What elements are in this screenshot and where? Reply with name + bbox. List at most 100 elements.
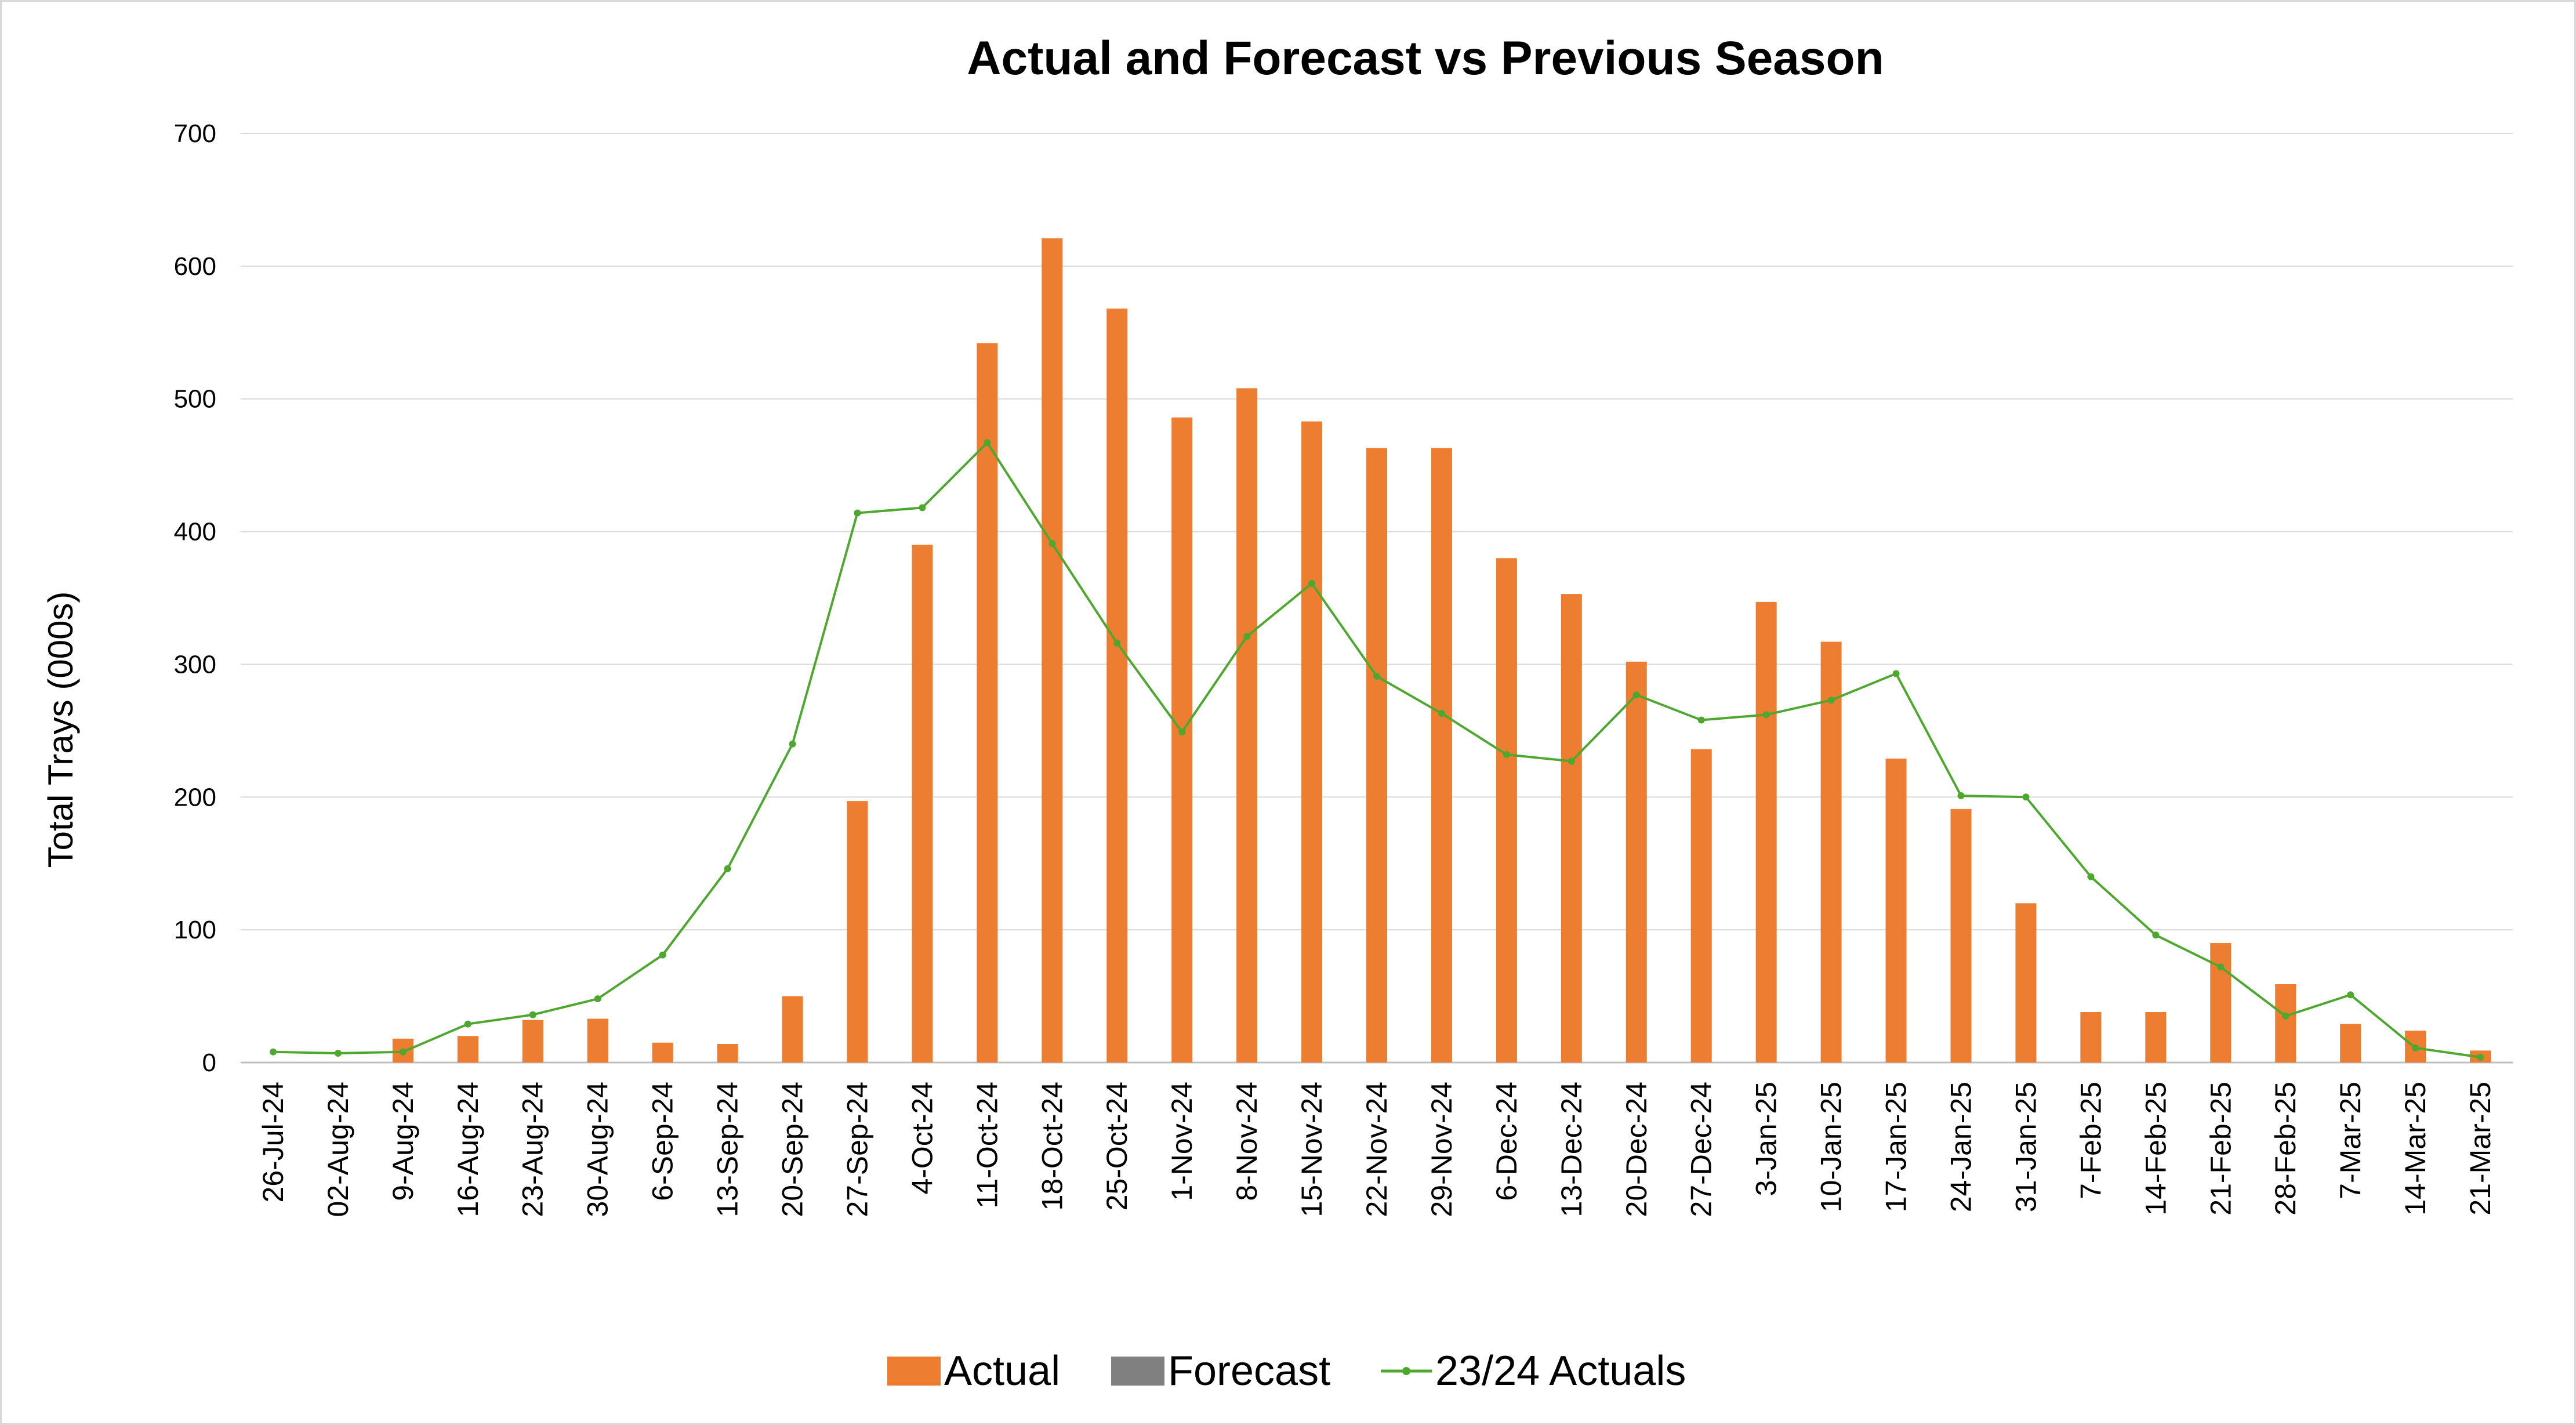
point-previous-season[interactable] [2087,873,2095,880]
point-previous-season[interactable] [529,1011,536,1018]
point-previous-season[interactable] [2477,1053,2484,1061]
x-tick-label: 14-Mar-25 [2399,1082,2432,1216]
x-tick-label: 25-Oct-24 [1101,1082,1133,1210]
legend-item-previous-season[interactable]: 23/24 Actuals [1381,1348,1686,1394]
x-tick-label: 23-Aug-24 [517,1082,549,1217]
point-previous-season[interactable] [399,1048,407,1056]
point-previous-season[interactable] [1827,697,1835,704]
y-tick-label: 400 [174,518,216,546]
legend-label-actual: Actual [944,1348,1060,1394]
x-tick-label: 30-Aug-24 [582,1082,614,1217]
bar-actual[interactable] [977,343,998,1063]
bar-actual[interactable] [1042,238,1063,1063]
bar-actual[interactable] [457,1036,478,1063]
bar-actual[interactable] [782,996,803,1063]
point-previous-season[interactable] [1957,792,1965,799]
point-previous-season[interactable] [1568,757,1575,765]
legend-swatch-forecast [1111,1357,1164,1386]
bar-actual[interactable] [1690,749,1712,1063]
bar-actual[interactable] [1236,388,1258,1063]
point-previous-season[interactable] [1048,540,1056,547]
x-tick-label: 20-Sep-24 [777,1082,809,1217]
bar-actual[interactable] [2015,903,2037,1063]
bar-actual[interactable] [587,1018,608,1063]
bar-actual[interactable] [1171,417,1193,1063]
point-previous-season[interactable] [594,995,601,1003]
point-previous-season[interactable] [334,1049,342,1057]
point-previous-season[interactable] [1762,711,1770,719]
x-tick-label: 8-Nov-24 [1231,1082,1263,1201]
y-axis-label: Total Trays (000s) [41,592,80,868]
point-previous-season[interactable] [1308,579,1316,587]
bar-actual[interactable] [1626,661,1647,1063]
x-tick-label: 02-Aug-24 [322,1082,354,1217]
x-tick-label: 7-Mar-25 [2334,1082,2367,1199]
bar-actual[interactable] [717,1043,738,1063]
x-tick-label: 16-Aug-24 [452,1082,484,1217]
point-previous-season[interactable] [269,1048,277,1056]
point-previous-season[interactable] [1373,673,1380,680]
x-tick-label: 26-Jul-24 [257,1082,289,1202]
point-previous-season[interactable] [1503,751,1510,759]
legend-item-forecast[interactable]: Forecast [1111,1348,1330,1394]
x-tick-label: 24-Jan-25 [1944,1082,1977,1212]
point-previous-season[interactable] [2152,931,2160,939]
point-previous-season[interactable] [659,951,666,959]
bar-actual[interactable] [1496,558,1517,1063]
y-tick-label: 700 [174,119,216,148]
y-axis-ticks: 0 100 200 300 400 500 600 700 [174,119,216,1077]
bar-actual[interactable] [847,801,868,1063]
y-tick-label: 300 [174,650,216,679]
bar-actual[interactable] [652,1042,673,1063]
x-tick-label: 13-Sep-24 [712,1082,744,1217]
x-tick-label: 31-Jan-25 [2009,1082,2042,1212]
point-previous-season[interactable] [1113,639,1121,647]
x-tick-label: 15-Nov-24 [1296,1082,1328,1217]
point-previous-season[interactable] [2412,1044,2419,1051]
point-previous-season[interactable] [724,865,731,872]
x-tick-label: 3-Jan-25 [1750,1082,1783,1196]
bar-actual[interactable] [1561,594,1582,1063]
bar-actual[interactable] [1431,448,1452,1063]
point-previous-season[interactable] [2217,963,2225,971]
bars-actual [392,238,2491,1063]
bar-actual[interactable] [1301,421,1323,1063]
x-tick-label: 27-Sep-24 [841,1082,873,1217]
legend-item-actual[interactable]: Actual [887,1348,1060,1394]
x-tick-label: 20-Dec-24 [1620,1082,1653,1217]
bar-actual[interactable] [2080,1012,2102,1063]
point-previous-season[interactable] [2282,1012,2290,1020]
bar-actual[interactable] [1820,641,1842,1063]
point-previous-season[interactable] [2022,793,2030,801]
point-previous-season[interactable] [1438,710,1445,717]
bar-actual[interactable] [2275,984,2296,1063]
bar-actual[interactable] [1106,309,1128,1063]
x-tick-label: 21-Mar-25 [2464,1082,2497,1216]
point-previous-season[interactable] [1243,633,1251,640]
legend-swatch-actual [887,1357,941,1386]
point-previous-season[interactable] [464,1020,471,1028]
point-previous-season[interactable] [854,509,861,517]
point-previous-season[interactable] [1178,728,1186,736]
point-previous-season[interactable] [789,740,796,748]
bar-actual[interactable] [2145,1012,2167,1063]
y-tick-label: 500 [174,385,216,414]
point-previous-season[interactable] [919,504,926,512]
point-previous-season[interactable] [984,439,991,447]
point-previous-season[interactable] [1632,691,1640,699]
point-previous-season[interactable] [2347,991,2354,999]
bar-actual[interactable] [1950,808,1972,1063]
x-tick-label: 21-Feb-25 [2204,1082,2237,1216]
x-tick-label: 13-Dec-24 [1555,1082,1588,1217]
bar-actual[interactable] [912,545,933,1063]
legend-label-forecast: Forecast [1168,1348,1330,1394]
bar-actual[interactable] [522,1020,543,1063]
bar-actual[interactable] [2210,943,2232,1063]
bar-actual[interactable] [1885,758,1907,1063]
bar-actual[interactable] [1366,448,1387,1063]
bar-actual[interactable] [2340,1024,2361,1063]
x-tick-label: 4-Oct-24 [906,1082,938,1195]
point-previous-season[interactable] [1892,670,1900,677]
point-previous-season[interactable] [1697,716,1705,724]
bar-actual[interactable] [1755,601,1777,1063]
